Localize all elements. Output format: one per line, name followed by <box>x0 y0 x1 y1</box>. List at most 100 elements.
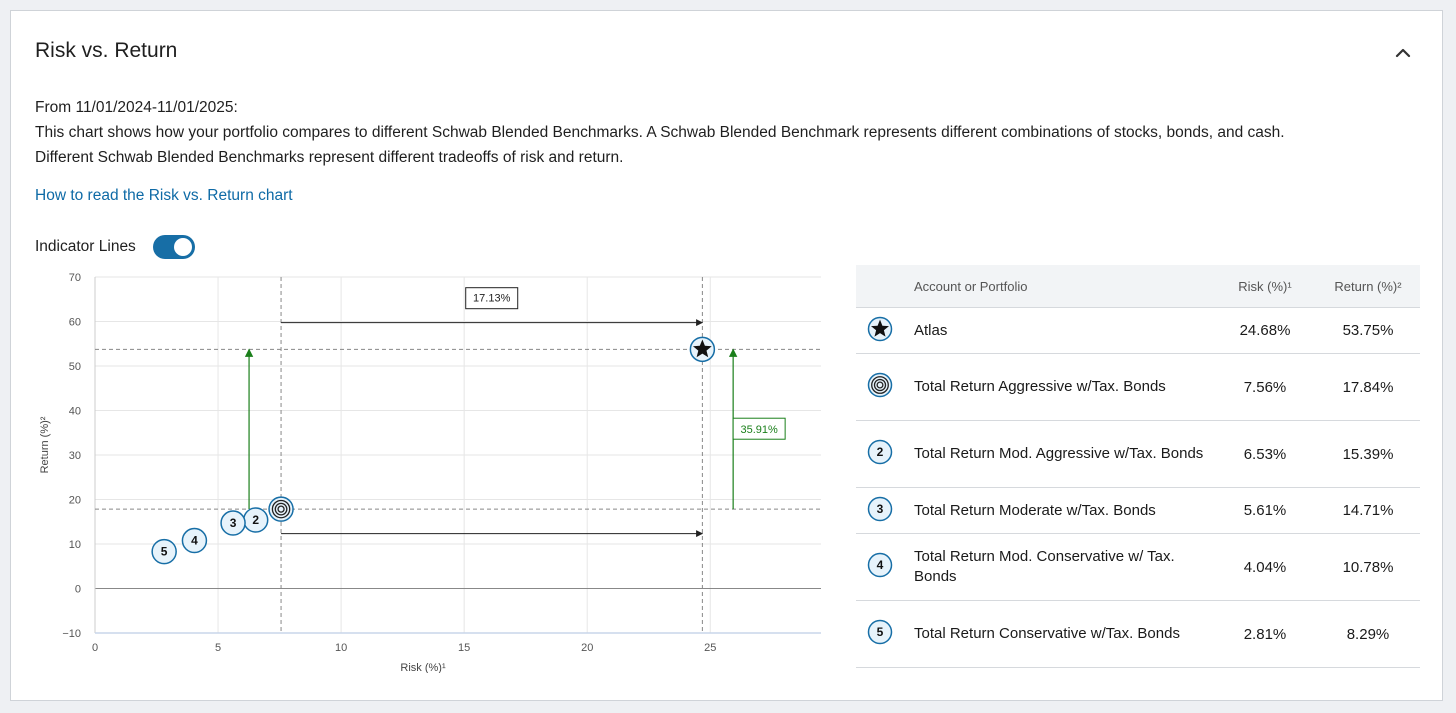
header-risk: Risk (%)¹ <box>1214 265 1316 308</box>
account-name: Atlas <box>904 307 1214 354</box>
table-row: 5 Total Return Conservative w/Tax. Bonds 2… <box>856 600 1420 668</box>
x-tick-label: 20 <box>581 642 593 654</box>
numbered-marker-label: 2 <box>877 445 884 459</box>
marker-target <box>867 372 893 398</box>
risk-difference-label: 17.13% <box>473 293 511 305</box>
panel-description: From 11/01/2024-11/01/2025: This chart s… <box>35 95 1415 170</box>
row-marker-cell: 2 <box>856 420 904 488</box>
risk-value: 5.61% <box>1214 487 1316 534</box>
numbered-marker-label: 2 <box>252 513 259 527</box>
star-icon <box>871 319 889 337</box>
indicator-lines-toggle[interactable] <box>153 235 195 259</box>
marker-5: 5 <box>867 619 893 645</box>
y-tick-label: 40 <box>69 406 81 418</box>
data-point-5: 5 <box>151 538 177 565</box>
target-icon-center <box>876 381 884 389</box>
return-value: 17.84% <box>1316 353 1420 421</box>
account-name: Total Return Conservative w/Tax. Bonds <box>904 600 1214 668</box>
numbered-marker-circle <box>181 527 208 554</box>
numbered-marker-label: 4 <box>191 534 198 548</box>
row-marker-cell <box>856 353 904 421</box>
row-marker-cell: 4 <box>856 533 904 601</box>
return-difference-label: 35.91% <box>740 424 778 436</box>
risk-value: 4.04% <box>1214 533 1316 601</box>
row-marker-icon: 4 <box>867 552 893 578</box>
y-axis-title: Return (%)² <box>39 416 51 473</box>
return-value: 53.75% <box>1316 307 1420 354</box>
row-marker-cell: 5 <box>856 600 904 668</box>
table-row: Total Return Aggressive w/Tax. Bonds 7.56… <box>856 353 1420 421</box>
target-icon <box>871 376 889 394</box>
data-point-target <box>268 496 294 522</box>
numbered-marker-circle <box>220 510 246 536</box>
y-tick-label: 20 <box>69 495 81 507</box>
how-to-read-link[interactable]: How to read the Risk vs. Return chart <box>35 187 293 204</box>
header-return: Return (%)² <box>1316 265 1420 308</box>
target-icon-ring <box>274 502 288 516</box>
marker-4: 4 <box>867 552 893 578</box>
x-axis-title: Risk (%)¹ <box>400 662 446 673</box>
row-marker-icon: 2 <box>867 439 893 465</box>
marker-3: 3 <box>867 496 893 521</box>
numbered-marker-label: 3 <box>877 502 884 516</box>
header-account: Account or Portfolio <box>904 265 1214 308</box>
numbered-marker-label: 5 <box>877 625 884 639</box>
star-icon <box>693 339 712 358</box>
row-marker-cell <box>856 307 904 354</box>
account-name: Total Return Mod. Conservative w/ Tax. B… <box>904 533 1214 601</box>
numbered-marker-circle <box>151 538 177 565</box>
risk-value: 24.68% <box>1214 307 1316 354</box>
numbered-marker-label: 3 <box>230 516 237 530</box>
data-point-star <box>689 336 716 363</box>
data-point-2: 2 <box>242 507 269 533</box>
y-tick-label: 10 <box>69 539 81 551</box>
table-row: 2 Total Return Mod. Aggressive w/Tax. Bon… <box>856 420 1420 488</box>
numbered-marker-label: 5 <box>161 545 168 559</box>
indicator-lines-label: Indicator Lines <box>35 238 136 255</box>
target-icon-center <box>277 505 285 513</box>
x-tick-label: 15 <box>458 642 470 654</box>
x-tick-label: 10 <box>335 642 347 654</box>
y-tick-label: 50 <box>69 361 81 373</box>
return-difference-box <box>732 417 786 440</box>
table-header-row: Account or Portfolio Risk (%)¹ Return (%… <box>856 265 1420 308</box>
marker-2: 2 <box>867 439 893 465</box>
description-line-1: This chart shows how your portfolio comp… <box>35 124 1285 141</box>
numbered-marker-label: 4 <box>877 558 884 572</box>
description-line-2: Different Schwab Blended Benchmarks repr… <box>35 149 624 166</box>
risk-value: 7.56% <box>1214 353 1316 421</box>
row-marker-icon <box>867 316 893 341</box>
numbered-marker-circle <box>867 552 893 578</box>
x-tick-label: 0 <box>92 642 98 654</box>
row-marker-icon: 5 <box>867 619 893 645</box>
risk-return-panel: Risk vs. Return From 11/01/2024-11/01/20… <box>10 10 1443 701</box>
risk-difference-box <box>465 287 519 310</box>
y-tick-label: 70 <box>69 272 81 284</box>
account-name: Total Return Mod. Aggressive w/Tax. Bond… <box>904 420 1214 488</box>
return-value: 8.29% <box>1316 600 1420 668</box>
collapse-chevron-icon[interactable] <box>1391 41 1415 65</box>
panel-title: Risk vs. Return <box>35 39 178 62</box>
risk-value: 6.53% <box>1214 420 1316 488</box>
risk-value: 2.81% <box>1214 600 1316 668</box>
y-tick-label: 0 <box>75 584 81 596</box>
return-value: 14.71% <box>1316 487 1420 534</box>
row-marker-icon: 3 <box>867 496 893 521</box>
row-marker-icon <box>867 372 893 398</box>
x-tick-label: 25 <box>704 642 716 654</box>
x-tick-label: 5 <box>215 642 221 654</box>
return-value: 15.39% <box>1316 420 1420 488</box>
y-tick-label: −10 <box>62 628 81 640</box>
portfolio-table: Account or Portfolio Risk (%)¹ Return (%… <box>856 265 1420 668</box>
y-tick-label: 60 <box>69 317 81 329</box>
date-range: From 11/01/2024-11/01/2025: <box>35 99 238 116</box>
numbered-marker-circle <box>867 439 893 465</box>
numbered-marker-circle <box>867 619 893 645</box>
target-icon <box>271 499 291 519</box>
toggle-knob <box>174 238 192 256</box>
account-name: Total Return Aggressive w/Tax. Bonds <box>904 353 1214 421</box>
row-marker-cell: 3 <box>856 487 904 534</box>
account-name: Total Return Moderate w/Tax. Bonds <box>904 487 1214 534</box>
marker-star <box>867 316 893 341</box>
